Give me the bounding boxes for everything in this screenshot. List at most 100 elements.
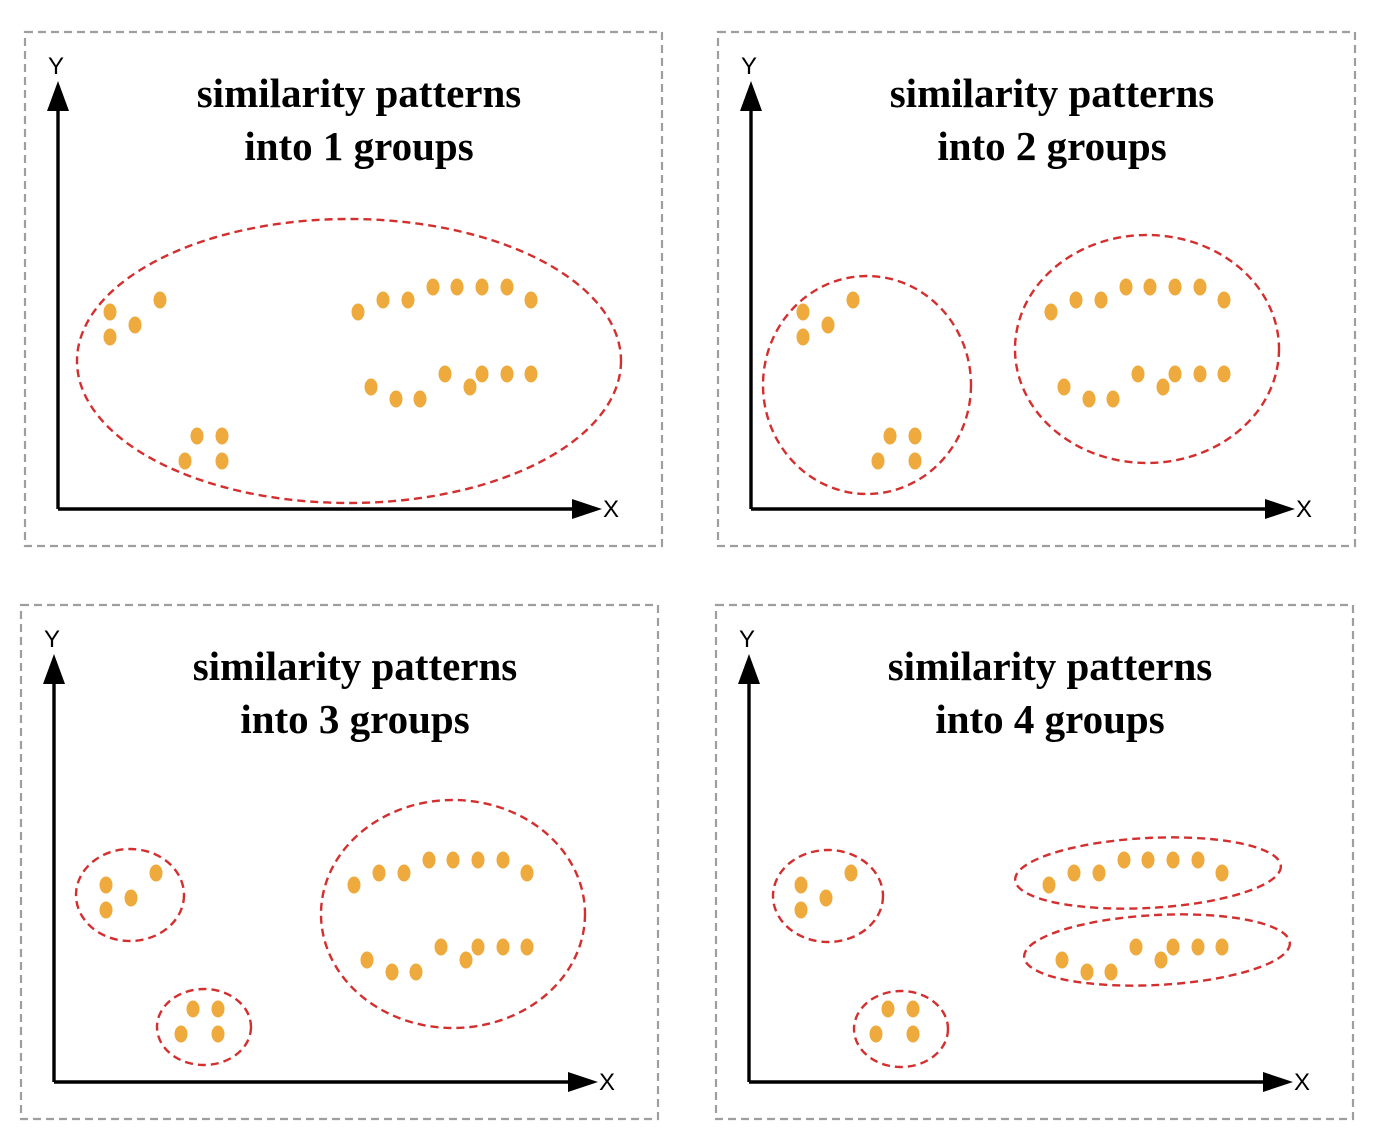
data-point bbox=[520, 864, 534, 882]
cluster-outline-2 bbox=[155, 987, 253, 1067]
data-point bbox=[186, 1000, 200, 1018]
data-point bbox=[1092, 864, 1106, 882]
data-point bbox=[422, 851, 436, 869]
title-line-1: similarity patterns bbox=[889, 70, 1215, 116]
panel-graphic bbox=[714, 603, 1355, 1121]
data-point bbox=[446, 851, 460, 869]
data-point bbox=[463, 378, 477, 396]
cluster-outline-3 bbox=[319, 798, 587, 1030]
title-line-1: similarity patterns bbox=[196, 70, 522, 116]
data-point bbox=[821, 316, 835, 334]
panel-border bbox=[716, 30, 1357, 548]
data-point bbox=[908, 427, 922, 445]
data-point bbox=[500, 365, 514, 383]
x-axis-label: X bbox=[1296, 496, 1313, 523]
data-point bbox=[103, 328, 117, 346]
cluster-outline-3 bbox=[1013, 836, 1283, 910]
cluster-outline-1 bbox=[74, 847, 186, 943]
data-point bbox=[1191, 851, 1205, 869]
data-point bbox=[215, 452, 229, 470]
data-point bbox=[347, 876, 361, 894]
cluster-outline-1 bbox=[761, 274, 973, 496]
cluster-outline-2 bbox=[1013, 233, 1281, 465]
y-axis-arrowhead bbox=[43, 654, 65, 684]
x-axis-arrowhead bbox=[1263, 1072, 1293, 1092]
data-point bbox=[1215, 938, 1229, 956]
data-point bbox=[1119, 278, 1133, 296]
data-point bbox=[1106, 390, 1120, 408]
data-point bbox=[1094, 291, 1108, 309]
data-point bbox=[871, 452, 885, 470]
cluster-outline-2 bbox=[852, 989, 950, 1069]
data-point bbox=[1215, 864, 1229, 882]
cluster-outline-1 bbox=[75, 217, 623, 505]
data-point bbox=[846, 291, 860, 309]
panel-4-groups: similarity patterns into 4 groups Y X bbox=[714, 603, 1355, 1122]
panel-graphic bbox=[19, 603, 660, 1121]
data-point bbox=[1082, 390, 1096, 408]
data-point bbox=[471, 851, 485, 869]
data-point bbox=[1069, 291, 1083, 309]
data-point bbox=[376, 291, 390, 309]
data-point bbox=[524, 291, 538, 309]
data-point bbox=[434, 938, 448, 956]
data-point bbox=[360, 951, 374, 969]
data-point bbox=[1131, 365, 1145, 383]
panel-border bbox=[23, 30, 664, 548]
y-axis-arrowhead bbox=[47, 81, 69, 111]
data-point bbox=[364, 378, 378, 396]
data-point bbox=[1117, 851, 1131, 869]
data-point bbox=[496, 851, 510, 869]
panel-graphic bbox=[23, 30, 664, 548]
data-point bbox=[475, 278, 489, 296]
data-point bbox=[211, 1025, 225, 1043]
data-point bbox=[796, 328, 810, 346]
data-point bbox=[475, 365, 489, 383]
data-point bbox=[1080, 963, 1094, 981]
title-line-1: similarity patterns bbox=[192, 643, 518, 689]
data-point bbox=[450, 278, 464, 296]
data-point bbox=[881, 1000, 895, 1018]
y-axis-label: Y bbox=[741, 53, 758, 80]
panel-title: similarity patterns into 2 groups bbox=[817, 67, 1287, 173]
data-point bbox=[524, 365, 538, 383]
data-point bbox=[409, 963, 423, 981]
data-point bbox=[1166, 851, 1180, 869]
data-point bbox=[215, 427, 229, 445]
data-point bbox=[520, 938, 534, 956]
data-point bbox=[99, 901, 113, 919]
panel-title: similarity patterns into 1 groups bbox=[124, 67, 594, 173]
x-axis-label: X bbox=[599, 1069, 616, 1096]
data-point bbox=[190, 427, 204, 445]
data-point bbox=[1156, 378, 1170, 396]
data-point bbox=[103, 303, 117, 321]
data-point bbox=[351, 303, 365, 321]
data-point bbox=[906, 1025, 920, 1043]
title-line-2: into 2 groups bbox=[937, 123, 1167, 169]
data-point bbox=[178, 452, 192, 470]
data-point bbox=[1191, 938, 1205, 956]
data-point bbox=[1129, 938, 1143, 956]
data-point bbox=[794, 901, 808, 919]
x-axis-arrowhead bbox=[572, 499, 602, 519]
data-point bbox=[819, 889, 833, 907]
data-point bbox=[796, 303, 810, 321]
data-point bbox=[906, 1000, 920, 1018]
y-axis-label: Y bbox=[44, 626, 61, 653]
data-point bbox=[124, 889, 138, 907]
data-point bbox=[844, 864, 858, 882]
data-point bbox=[869, 1025, 883, 1043]
data-point bbox=[1166, 938, 1180, 956]
data-point bbox=[1044, 303, 1058, 321]
y-axis-label: Y bbox=[739, 626, 756, 653]
data-point bbox=[174, 1025, 188, 1043]
data-point bbox=[413, 390, 427, 408]
cluster-outline-1 bbox=[771, 848, 885, 944]
data-point bbox=[1193, 278, 1207, 296]
data-point bbox=[1154, 951, 1168, 969]
data-point bbox=[1055, 951, 1069, 969]
title-line-2: into 4 groups bbox=[935, 696, 1165, 742]
data-point bbox=[1217, 365, 1231, 383]
panel-border bbox=[19, 603, 660, 1121]
panel-title: similarity patterns into 3 groups bbox=[120, 640, 590, 746]
